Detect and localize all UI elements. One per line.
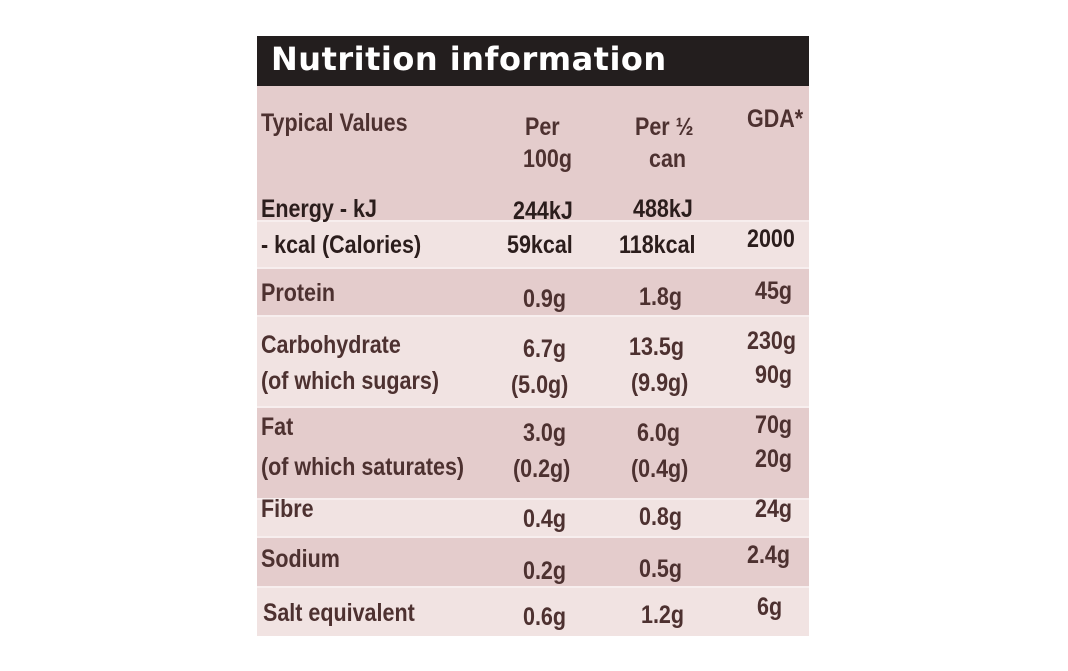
saturates-label: (of which saturates) [261,453,465,481]
energy-kcal-label: - kcal (Calories) [261,231,422,259]
row-divider [257,315,809,317]
saturates-per100: (0.2g) [513,455,571,483]
label-title: Nutrition information [271,40,667,78]
header-per100-line1: Per [525,113,560,141]
fibre-perhalf: 0.8g [639,503,683,531]
protein-label: Protein [261,279,336,307]
energy-kcal-per100: 59kcal [507,231,573,259]
fat-per100: 3.0g [523,419,567,447]
protein-gda: 45g [755,277,793,305]
protein-row [257,269,809,315]
sodium-gda: 2.4g [747,541,791,569]
header-typical-values: Typical Values [261,109,408,137]
energy-kcal-gda: 2000 [747,225,795,253]
saturates-gda: 20g [755,445,793,473]
carbohydrate-label: Carbohydrate [261,331,401,359]
nutrition-label: Nutrition information Typical Values Per… [257,36,809,636]
fat-label: Fat [261,413,294,441]
sodium-label: Sodium [261,545,340,573]
header-gda: GDA* [747,105,804,133]
salt-label: Salt equivalent [263,599,415,627]
carbohydrate-perhalf: 13.5g [629,333,684,361]
saturates-perhalf: (0.4g) [631,455,689,483]
protein-per100: 0.9g [523,285,567,313]
sugars-label: (of which sugars) [261,367,439,395]
protein-perhalf: 1.8g [639,283,683,311]
sugars-gda: 90g [755,361,793,389]
salt-gda: 6g [757,593,783,621]
salt-perhalf: 1.2g [641,601,685,629]
sodium-per100: 0.2g [523,557,567,585]
header-perhalf-line2: can [649,145,687,173]
header-row [257,86,809,220]
sugars-per100: (5.0g) [511,371,569,399]
energy-kj-per100: 244kJ [513,197,573,225]
row-divider [257,536,809,538]
carbohydrate-gda: 230g [747,327,797,355]
salt-per100: 0.6g [523,603,567,631]
fibre-gda: 24g [755,495,793,523]
fat-gda: 70g [755,411,793,439]
fat-perhalf: 6.0g [637,419,681,447]
row-divider [257,498,809,500]
energy-kj-label: Energy - kJ [261,195,377,223]
fat-row [257,408,809,498]
title-bar: Nutrition information [257,36,809,86]
carbohydrate-per100: 6.7g [523,335,567,363]
fibre-per100: 0.4g [523,505,567,533]
energy-kcal-perhalf: 118kcal [619,231,696,259]
row-divider [257,586,809,588]
energy-kj-perhalf: 488kJ [633,195,693,223]
header-per100-line2: 100g [523,145,573,173]
row-divider [257,267,809,269]
fibre-label: Fibre [261,495,314,523]
sodium-row [257,538,809,586]
sugars-perhalf: (9.9g) [631,369,689,397]
row-divider [257,220,809,222]
sodium-perhalf: 0.5g [639,555,683,583]
row-divider [257,406,809,408]
header-perhalf-line1: Per ½ [635,113,694,141]
